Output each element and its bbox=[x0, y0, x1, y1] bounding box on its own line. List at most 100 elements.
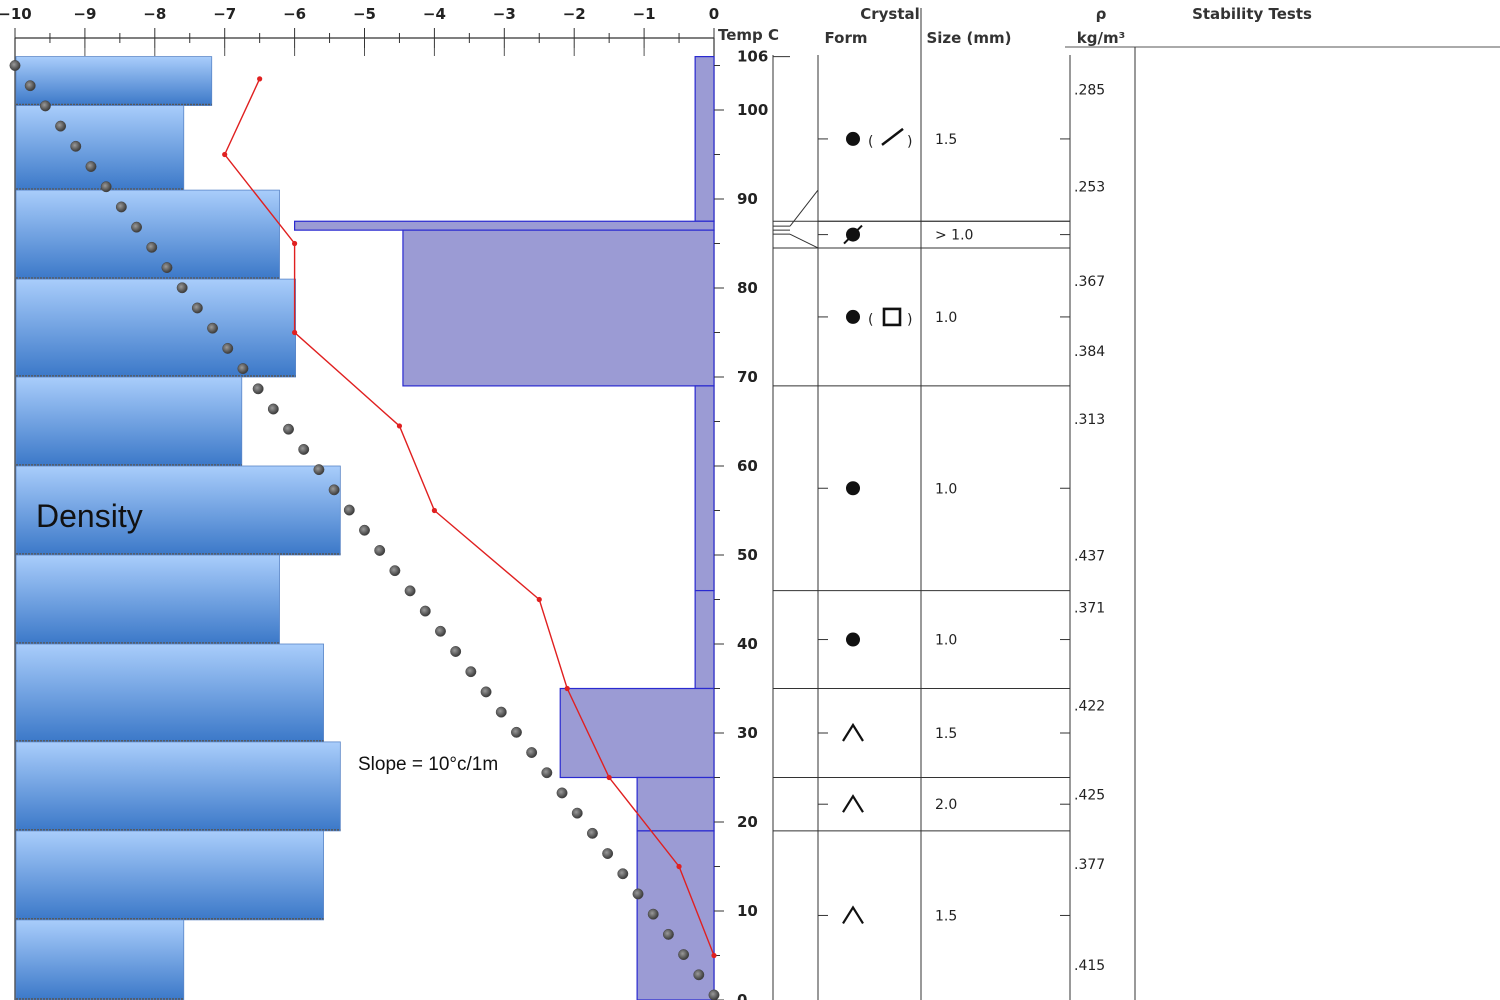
gradient-dot bbox=[9, 60, 21, 71]
gradient-dot bbox=[662, 928, 674, 940]
gradient-dot bbox=[526, 747, 538, 758]
height-tick-label: 40 bbox=[737, 635, 758, 653]
hardness-layer bbox=[694, 55, 715, 222]
gradient-dot bbox=[313, 464, 325, 476]
paren-right-icon: ) bbox=[907, 312, 912, 328]
layer-density-text: .422 bbox=[1074, 699, 1105, 715]
density-bar bbox=[15, 376, 243, 467]
height-tick-label: 60 bbox=[737, 457, 758, 475]
hardness-layer bbox=[294, 220, 715, 231]
layer-density-text: .367 bbox=[1074, 274, 1105, 290]
gradient-dot bbox=[419, 605, 431, 617]
gradient-dot bbox=[146, 241, 158, 253]
temperature-point bbox=[564, 685, 570, 692]
gradient-dot bbox=[131, 221, 143, 233]
connector-line bbox=[789, 233, 819, 249]
gradient-dot bbox=[55, 120, 67, 132]
height-tick-label: 10 bbox=[737, 902, 758, 920]
height-top-label: 106 bbox=[737, 48, 768, 66]
temperature-point bbox=[606, 774, 612, 781]
gradient-dot bbox=[359, 524, 370, 536]
hardness-layer bbox=[559, 687, 715, 779]
temperature-point bbox=[257, 76, 263, 82]
gradient-dot bbox=[602, 848, 614, 860]
size-header: Size (mm) bbox=[926, 29, 1011, 47]
temperature-point bbox=[292, 240, 298, 247]
gradient-dot bbox=[343, 504, 355, 516]
gradient-dot bbox=[222, 342, 234, 354]
temp-tick-label: −8 bbox=[143, 5, 166, 23]
temp-tick-label: −1 bbox=[633, 5, 656, 23]
gradient-dot bbox=[678, 949, 690, 961]
temperature-point bbox=[536, 596, 542, 603]
gradient-dot bbox=[328, 484, 340, 496]
hardness-layer bbox=[694, 589, 715, 690]
layer-size-text: 1.0 bbox=[935, 481, 957, 497]
paren-right-icon: ) bbox=[907, 134, 912, 150]
connector-line bbox=[789, 189, 819, 227]
depth-hoar-icon bbox=[842, 905, 864, 925]
temp-tick-label: −5 bbox=[353, 5, 376, 23]
gradient-dot bbox=[571, 807, 583, 819]
temperature-point bbox=[292, 329, 298, 336]
layer-density-text: .371 bbox=[1074, 601, 1105, 617]
layer-size-text: > 1.0 bbox=[935, 228, 973, 244]
gradient-dot bbox=[85, 161, 97, 172]
gradient-dot bbox=[465, 666, 477, 678]
temp-tick-label: −7 bbox=[213, 5, 236, 23]
facet-slash-icon bbox=[881, 127, 904, 146]
paren-left-icon: ( bbox=[868, 134, 873, 150]
temperature-point bbox=[431, 507, 437, 514]
rho-header: ρ bbox=[1096, 5, 1107, 23]
layer-size-text: 2.0 bbox=[935, 797, 957, 813]
melt-crust-stroke-icon bbox=[843, 224, 863, 245]
gradient-dot bbox=[100, 181, 112, 193]
gradient-dot bbox=[586, 827, 598, 839]
hardness-layer bbox=[402, 229, 715, 387]
layer-density-text: .253 bbox=[1074, 179, 1105, 195]
temperature-point bbox=[711, 952, 717, 959]
temp-tick-label: 0 bbox=[709, 5, 719, 23]
round-grain-icon bbox=[846, 131, 860, 146]
density-bar bbox=[15, 919, 185, 1000]
depth-hoar-icon bbox=[842, 794, 864, 813]
gradient-dot bbox=[556, 787, 568, 799]
hardness-layer bbox=[694, 385, 715, 592]
density-bar bbox=[15, 741, 341, 832]
gradient-dot bbox=[435, 625, 446, 637]
gradient-dot bbox=[632, 888, 644, 900]
density-bar bbox=[15, 278, 297, 378]
height-tick-label: 90 bbox=[737, 190, 758, 208]
height-tick-label: 50 bbox=[737, 546, 758, 564]
gradient-dot bbox=[39, 100, 51, 112]
gradient-dot bbox=[450, 646, 462, 657]
gradient-dot bbox=[374, 545, 386, 556]
temp-axis-label: Temp C bbox=[718, 26, 779, 44]
gradient-dot bbox=[617, 868, 629, 880]
density-bar bbox=[15, 465, 341, 556]
gradient-dot bbox=[298, 443, 310, 455]
temp-tick-label: −6 bbox=[283, 5, 306, 23]
height-tick-label: 70 bbox=[737, 368, 758, 386]
gradient-dot bbox=[24, 80, 36, 92]
gradient-dot bbox=[404, 585, 416, 597]
facet-box-icon bbox=[882, 307, 902, 327]
gradient-dot bbox=[708, 989, 720, 1000]
temperature-point bbox=[222, 151, 228, 158]
temp-tick-label: −10 bbox=[0, 5, 32, 23]
layer-density-text: .377 bbox=[1074, 857, 1105, 873]
gradient-dot bbox=[511, 726, 522, 738]
gradient-dot bbox=[70, 140, 82, 152]
gradient-dot bbox=[207, 322, 218, 334]
layer-size-text: 1.0 bbox=[935, 633, 957, 649]
layer-density-text: .425 bbox=[1074, 788, 1105, 804]
layer-density-text: .437 bbox=[1074, 549, 1105, 565]
temp-tick-label: −2 bbox=[563, 5, 586, 23]
gradient-dot bbox=[283, 423, 294, 435]
gradient-dot bbox=[693, 969, 705, 981]
gradient-dot bbox=[495, 706, 507, 718]
paren-left-icon: ( bbox=[868, 312, 873, 328]
temp-tick-label: −3 bbox=[493, 5, 516, 23]
gradient-dot bbox=[480, 686, 492, 698]
height-tick-label: 30 bbox=[737, 724, 758, 742]
